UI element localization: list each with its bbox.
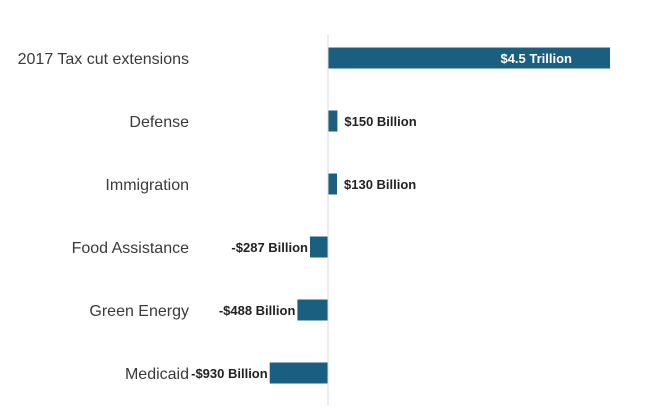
- bar-0: [328, 47, 610, 69]
- category-label-3: Food Assistance: [72, 240, 190, 257]
- category-label-5: Medicaid: [125, 366, 189, 383]
- category-label-2: Immigration: [105, 177, 189, 194]
- bar-3: [310, 236, 328, 258]
- value-label-0: $4.5 Trillion: [500, 51, 572, 66]
- value-label-3: -$287 Billion: [231, 240, 308, 255]
- bar-1: [328, 110, 338, 132]
- bar-5: [269, 362, 328, 384]
- value-label-5: -$930 Billion: [191, 366, 268, 381]
- value-label-1: $150 Billion: [344, 114, 416, 129]
- category-label-1: Defense: [129, 114, 189, 131]
- value-label-2: $130 Billion: [344, 177, 416, 192]
- category-label-4: Green Energy: [89, 303, 189, 320]
- value-label-4: -$488 Billion: [219, 303, 296, 318]
- bar-4: [297, 299, 328, 321]
- labels-group: 2017 Tax cut extensions $4.5 Trillion Defe…: [18, 51, 572, 383]
- bar-2: [328, 173, 337, 195]
- category-label-0: 2017 Tax cut extensions: [18, 51, 189, 68]
- bars-group: [269, 47, 610, 384]
